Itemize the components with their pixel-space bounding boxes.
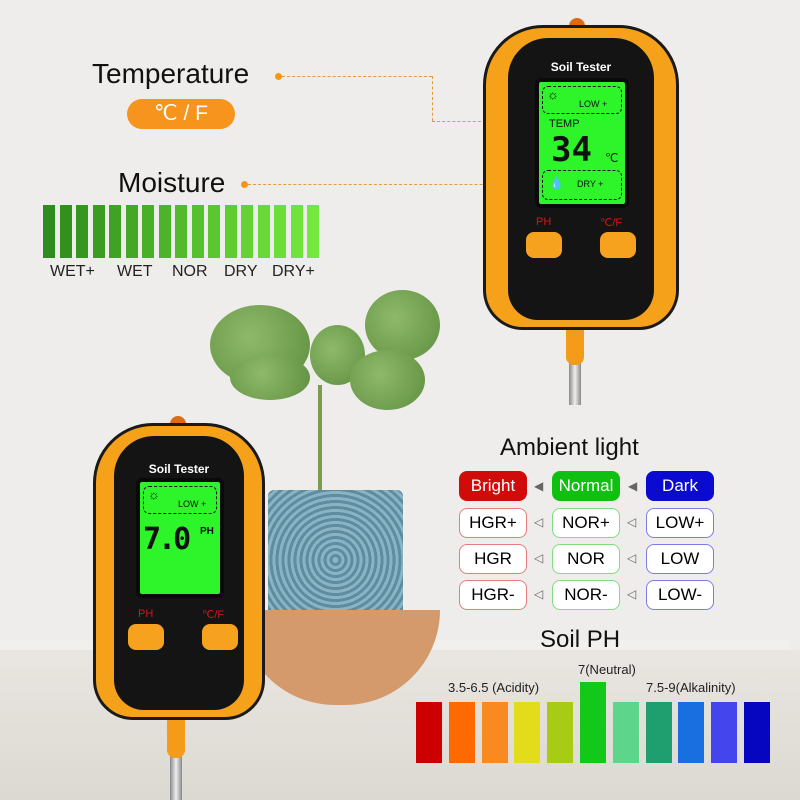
plant [200,285,460,525]
ph-bar [645,702,672,763]
ph-bar [547,702,574,763]
light-level-box: NOR+ [552,508,620,538]
moisture-title: Moisture [118,167,226,198]
callout-line [282,76,432,77]
ph-bar [678,702,705,763]
moisture-bar [92,205,105,258]
flower-pot [268,490,403,630]
probe-sleeve [167,718,185,758]
acidity-label: 3.5-6.5 (Acidity) [448,680,540,695]
moisture-bar [175,205,187,258]
moisture-label: WET [117,263,153,280]
ph-bar [481,702,508,763]
arrow-left-icon: ◁ [534,587,544,601]
moisture-label: DRY+ [272,263,315,280]
moisture-bar [257,205,270,258]
moisture-bar [307,205,319,258]
ph-bar [416,702,442,763]
moisture-bar [142,205,154,258]
callout-line [248,184,543,185]
ph-bar [580,682,606,763]
moisture-bar [274,205,286,258]
moisture-bar [208,205,220,258]
ph-label: PH [138,608,154,620]
light-level-box: LOW [646,544,714,574]
ambient-title: Ambient light [500,434,639,461]
arrow-left-icon: ◁ [627,587,637,601]
probe-rod [170,750,182,800]
ph-bar [744,702,770,763]
probe-rod [569,355,581,405]
moisture-bar [224,205,237,258]
ph-bar [711,702,738,763]
moisture-bar [43,205,55,258]
unit-button[interactable] [600,232,636,258]
soil-tester-bottom: Soil Tester ☼ LOW + 7.0 PH PH ℃/F [93,423,265,720]
temperature-title: Temperature [92,58,250,89]
moisture-label: WET+ [50,263,95,280]
moisture-bar [125,205,138,258]
moisture-bar [76,205,88,258]
lcd-screen: ☼ LOW + TEMP 34 ℃ 💧 DRY + [535,78,629,208]
moisture-label: DRY [224,263,258,280]
ph-label: PH [536,216,552,228]
light-level-box: LOW+ [646,508,714,538]
moisture-label: NOR [172,263,208,280]
reading-unit: PH [200,526,214,537]
unit-label: ℃/F [202,609,225,621]
bright-header: Bright [459,471,527,501]
callout-dot [275,73,282,80]
alkalinity-label: 7.5-9(Alkalinity) [646,680,736,695]
light-status: LOW + [579,99,608,109]
moisture-bar [241,205,253,258]
ph-bar [514,702,541,763]
brand-label: Soil Tester [148,462,210,476]
unit-pill: ℃ / F [127,99,235,129]
reading-unit: ℃ [605,151,619,165]
ph-button[interactable] [526,232,562,258]
arrow-left-icon: ◀ [534,479,544,493]
light-level-box: NOR- [552,580,620,610]
unit-button[interactable] [202,624,238,650]
reading: 7.0 [143,522,191,557]
arrow-left-icon: ◁ [627,515,637,529]
light-level-box: HGR- [459,580,527,610]
moisture-scale [43,205,323,258]
unit-label: ℃/F [600,217,623,229]
neutral-label: 7(Neutral) [578,662,636,677]
callout-line [432,76,433,121]
soil-tester-top: Soil Tester ☼ LOW + TEMP 34 ℃ 💧 DRY + PH… [483,25,679,330]
lcd-screen: ☼ LOW + 7.0 PH [136,478,224,598]
light-level-box: HGR [459,544,527,574]
moisture-bar [109,205,121,258]
sun-icon: ☼ [547,87,559,102]
mode-label: TEMP [549,118,580,130]
moisture-bar [290,205,303,258]
moisture-bar [191,205,204,258]
ph-bar [448,702,475,763]
arrow-left-icon: ◁ [534,551,544,565]
normal-header: Normal [552,471,620,501]
ph-button[interactable] [128,624,164,650]
light-level-box: NOR [552,544,620,574]
arrow-left-icon: ◁ [534,515,544,529]
sun-icon: ☼ [148,487,160,502]
drop-icon: 💧 [549,176,564,190]
arrow-left-icon: ◀ [628,479,638,493]
reading: 34 [551,130,592,170]
moisture-status: DRY + [577,179,604,189]
light-level-box: LOW- [646,580,714,610]
moisture-bar [158,205,171,258]
soil-ph-title: Soil PH [540,626,621,653]
arrow-left-icon: ◁ [627,551,637,565]
callout-dot [241,181,248,188]
probe-sleeve [566,320,584,365]
ph-bar [612,702,639,763]
dark-header: Dark [646,471,714,501]
light-status: LOW + [178,499,207,509]
light-level-box: HGR+ [459,508,527,538]
moisture-bar [59,205,72,258]
brand-label: Soil Tester [550,60,612,74]
